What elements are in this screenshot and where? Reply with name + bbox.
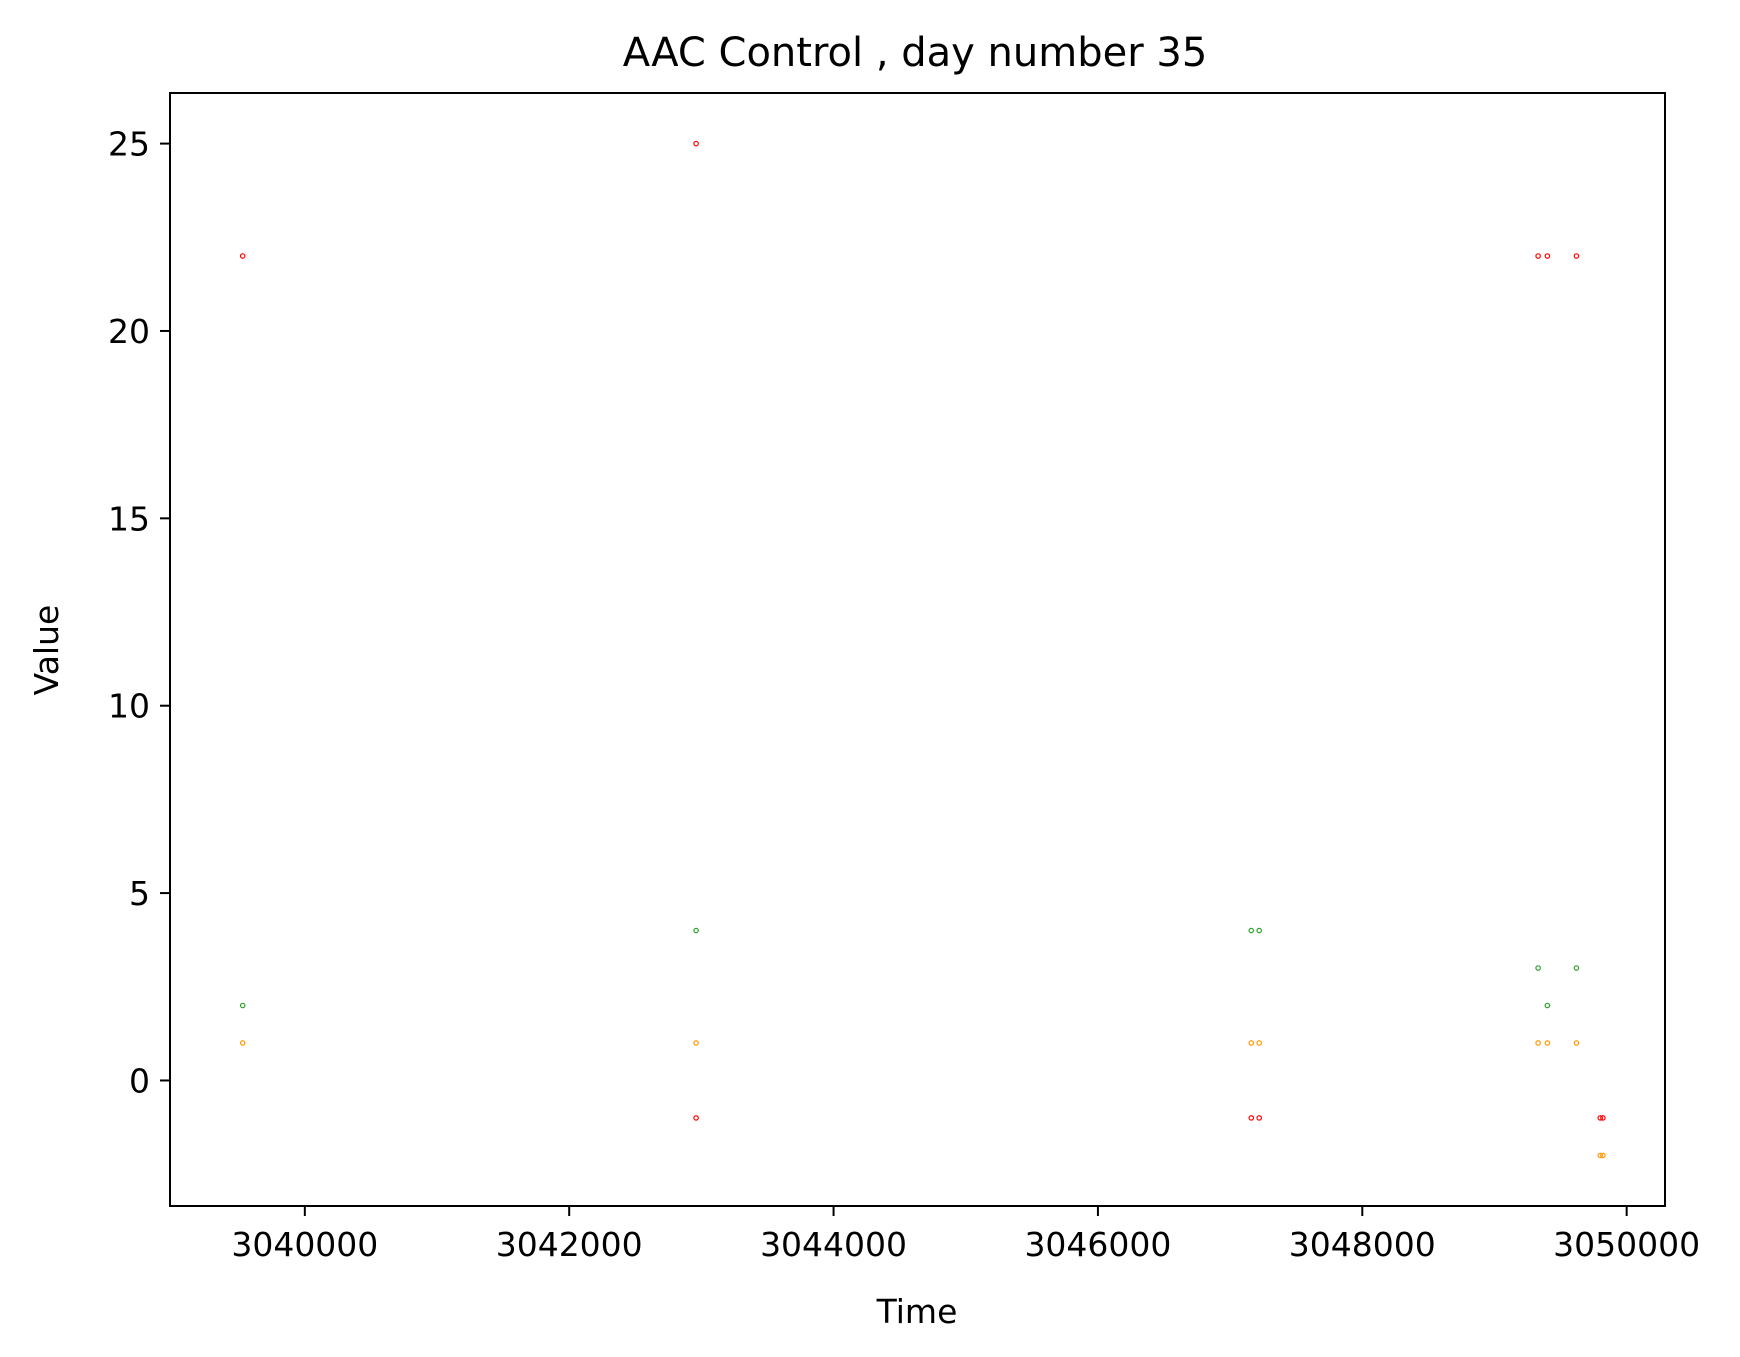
chart-title: AAC Control , day number 35	[623, 30, 1208, 76]
data-point	[1597, 1152, 1604, 1159]
data-point	[239, 1002, 246, 1009]
data-point	[1573, 253, 1580, 259]
y-tick-label: 15	[108, 499, 150, 538]
data-point	[1256, 1040, 1262, 1046]
data-point	[1535, 965, 1541, 971]
data-point	[1248, 1115, 1255, 1121]
x-tick-label: 3046000	[1024, 1225, 1171, 1264]
data-point	[693, 1115, 699, 1121]
y-tick-label: 10	[108, 687, 150, 726]
data-point	[1256, 927, 1262, 934]
data-point	[1544, 1002, 1551, 1009]
plot-area	[169, 92, 1666, 1207]
data-point	[1535, 253, 1541, 259]
x-tick-label: 3042000	[496, 1225, 643, 1264]
data-point	[1535, 1040, 1541, 1046]
x-tick-label: 3048000	[1289, 1225, 1436, 1264]
data-point	[1248, 927, 1255, 934]
y-tick-label: 5	[129, 874, 150, 913]
x-axis-label: Time	[876, 1292, 958, 1331]
data-point	[1600, 1115, 1606, 1121]
x-tick-label: 3050000	[1553, 1225, 1700, 1264]
data-point	[239, 253, 246, 259]
y-tick-label: 25	[108, 125, 150, 164]
data-point	[1600, 1152, 1606, 1159]
data-points	[239, 140, 1606, 1159]
y-tick-label: 0	[129, 1061, 150, 1100]
data-point	[1544, 253, 1551, 259]
data-point	[693, 1040, 699, 1046]
data-point	[239, 1040, 246, 1046]
y-tick-label: 20	[108, 312, 150, 351]
data-point	[1597, 1115, 1604, 1121]
data-point	[1248, 1040, 1255, 1046]
x-tick-label: 3044000	[760, 1225, 907, 1264]
x-axis: 3040000 3042000 3044000 3046000 3048000 30500…	[231, 1206, 1700, 1264]
data-point	[1544, 1040, 1551, 1046]
data-point	[693, 927, 699, 934]
data-point	[693, 140, 699, 147]
y-axis: 0 5 10 15 20 25	[108, 125, 170, 1100]
x-tick-label: 3040000	[231, 1225, 378, 1264]
data-point	[1573, 1040, 1580, 1046]
y-axis-label: Value	[27, 605, 66, 696]
data-point	[1573, 965, 1580, 971]
data-point	[1256, 1115, 1262, 1121]
plot-frame	[169, 92, 1666, 1207]
